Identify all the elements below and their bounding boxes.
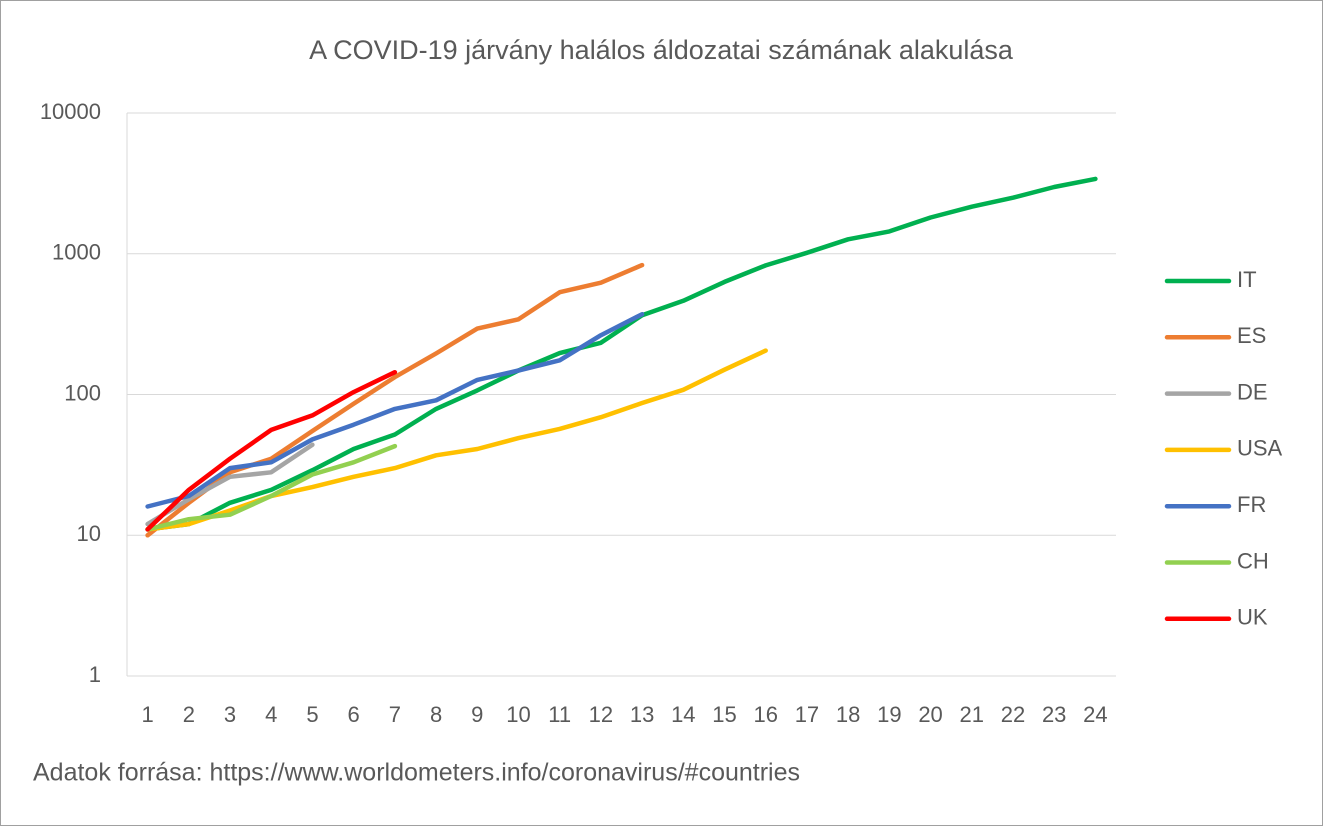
x-tick-label: 20: [918, 702, 942, 727]
legend-label: IT: [1237, 267, 1257, 292]
x-tick-label: 4: [265, 702, 277, 727]
source-note: Adatok forrása: https://www.worldometers…: [33, 759, 800, 787]
x-tick-label: 6: [348, 702, 360, 727]
series-line: [145, 442, 315, 527]
y-tick-label: 100: [64, 380, 101, 405]
legend-label: USA: [1237, 436, 1283, 461]
x-tick-label: 3: [224, 702, 236, 727]
x-tick-label: 12: [589, 702, 613, 727]
x-tick-label: 10: [506, 702, 530, 727]
y-tick-label: 1000: [52, 240, 101, 265]
x-tick-label: 15: [712, 702, 736, 727]
x-tick-label: 8: [430, 702, 442, 727]
series-line: [145, 176, 1098, 532]
x-tick-label: 18: [836, 702, 860, 727]
x-tick-label: 13: [630, 702, 654, 727]
legend-label: CH: [1237, 548, 1269, 573]
x-tick-label: 5: [306, 702, 318, 727]
legend-label: UK: [1237, 605, 1268, 630]
x-tick-label: 21: [960, 702, 984, 727]
legend-label: ES: [1237, 323, 1266, 348]
x-tick-label: 24: [1083, 702, 1107, 727]
y-tick-label: 10000: [40, 99, 101, 124]
x-tick-label: 19: [877, 702, 901, 727]
chart-title: A COVID-19 járvány halálos áldozatai szá…: [309, 35, 1014, 65]
x-tick-label: 22: [1001, 702, 1025, 727]
x-tick-label: 14: [671, 702, 695, 727]
series-line: [145, 369, 398, 532]
x-tick-label: 11: [548, 702, 571, 727]
x-tick-label: 17: [795, 702, 819, 727]
series-line: [145, 311, 645, 509]
series-line: [145, 262, 645, 538]
x-tick-label: 16: [753, 702, 777, 727]
legend-label: FR: [1237, 492, 1266, 517]
x-tick-label: 1: [141, 702, 153, 727]
x-tick-label: 9: [471, 702, 483, 727]
x-tick-label: 7: [389, 702, 401, 727]
legend-label: DE: [1237, 379, 1268, 404]
x-tick-label: 2: [183, 702, 195, 727]
series-line: [145, 443, 398, 532]
y-tick-label: 10: [77, 521, 101, 546]
y-tick-label: 1: [89, 662, 101, 687]
x-tick-label: 23: [1042, 702, 1066, 727]
